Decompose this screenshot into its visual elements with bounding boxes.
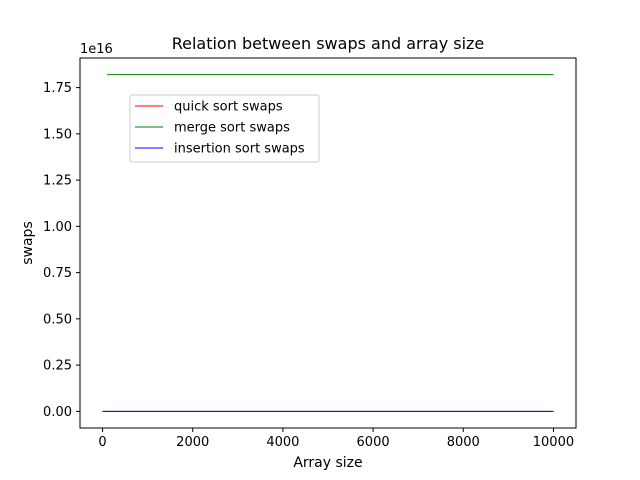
- y-tick-label: 1.50: [43, 127, 72, 142]
- y-tick-label: 1.00: [43, 220, 72, 235]
- plot-lines: [102, 74, 554, 412]
- legend-label: insertion sort swaps: [174, 142, 305, 157]
- y-axis-label: swaps: [20, 221, 36, 265]
- legend-label: merge sort swaps: [174, 121, 290, 136]
- x-tick-label: 6000: [357, 435, 390, 450]
- legend: quick sort swaps merge sort swaps insertio…: [129, 94, 320, 163]
- legend-label: quick sort swaps: [174, 100, 283, 115]
- chart-title: Relation between swaps and array size: [172, 34, 485, 53]
- y-tick-label: 0.00: [43, 405, 72, 420]
- x-axis-ticks: 0 2000 4000 6000 8000 10000: [98, 428, 574, 450]
- y-tick-label: 0.50: [43, 312, 72, 327]
- x-tick-label: 10000: [533, 435, 574, 450]
- y-tick-label: 0.25: [43, 359, 72, 374]
- x-tick-label: 2000: [176, 435, 209, 450]
- legend-box: [129, 94, 320, 163]
- x-tick-label: 8000: [447, 435, 480, 450]
- x-tick-label: 0: [98, 435, 106, 450]
- x-tick-label: 4000: [266, 435, 299, 450]
- y-offset-label: 1e16: [80, 42, 113, 57]
- y-tick-label: 1.75: [43, 81, 72, 96]
- y-tick-label: 1.25: [43, 174, 72, 189]
- y-axis-ticks: 0.00 0.25 0.50 0.75 1.00 1.25 1.50 1.75: [43, 81, 80, 420]
- y-tick-label: 0.75: [43, 266, 72, 281]
- plot-area-frame: [79, 57, 577, 429]
- x-axis-label: Array size: [293, 455, 362, 471]
